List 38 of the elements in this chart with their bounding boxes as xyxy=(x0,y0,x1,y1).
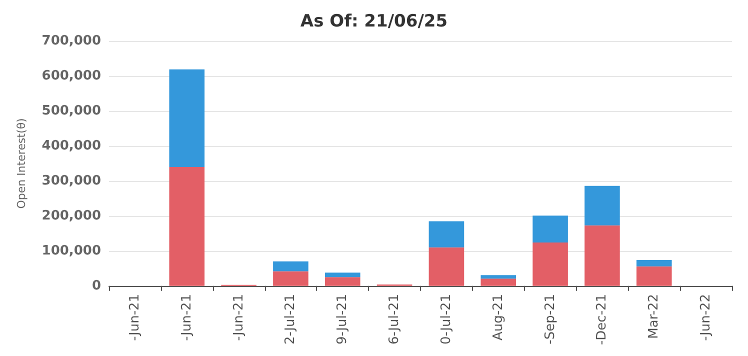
bar xyxy=(169,69,205,167)
y-tick-label: 400,000 xyxy=(42,138,101,154)
y-axis-title: Open Interest(θ) xyxy=(15,118,28,209)
chart-title: As Of: 21/06/25 xyxy=(300,12,448,32)
x-tick-label: 6-Jul-21 xyxy=(387,294,402,345)
x-tick-label: 2-Jul-21 xyxy=(283,294,298,345)
bar xyxy=(428,221,464,248)
y-tick-label: 200,000 xyxy=(42,208,101,224)
bar xyxy=(428,247,464,286)
bar xyxy=(480,278,516,286)
x-tick-label: -Jun-21 xyxy=(231,294,246,341)
x-tick-label: -Jun-21 xyxy=(127,294,142,341)
bar xyxy=(273,261,308,272)
bar xyxy=(324,277,360,286)
x-tick-label: Aug-21 xyxy=(490,294,506,341)
y-tick-label: 300,000 xyxy=(42,173,101,188)
y-tick-label: 700,000 xyxy=(42,34,101,48)
x-tick-label: -Jun-22 xyxy=(698,294,714,341)
bar xyxy=(532,242,568,286)
x-tick-label: -Jun-21 xyxy=(179,294,194,341)
bar xyxy=(636,260,672,266)
bar xyxy=(273,271,308,286)
bar xyxy=(584,225,620,286)
x-tick-label: -Sep-21 xyxy=(542,294,558,344)
bar xyxy=(480,275,516,279)
bar xyxy=(636,266,672,286)
y-tick-label: 600,000 xyxy=(42,68,101,84)
y-tick-label: 100,000 xyxy=(42,243,101,258)
x-tick-label: 9-Jul-21 xyxy=(335,294,350,345)
y-tick-label: 500,000 xyxy=(42,103,101,118)
x-tick-label: -Dec-21 xyxy=(594,294,610,346)
bar xyxy=(324,272,360,278)
y-tick-label: 0 xyxy=(92,278,101,294)
x-tick-label: Mar-22 xyxy=(646,294,662,339)
bar xyxy=(169,166,205,286)
x-tick-label: 0-Jul-21 xyxy=(438,294,454,345)
bar xyxy=(584,186,620,226)
bar xyxy=(532,216,568,243)
